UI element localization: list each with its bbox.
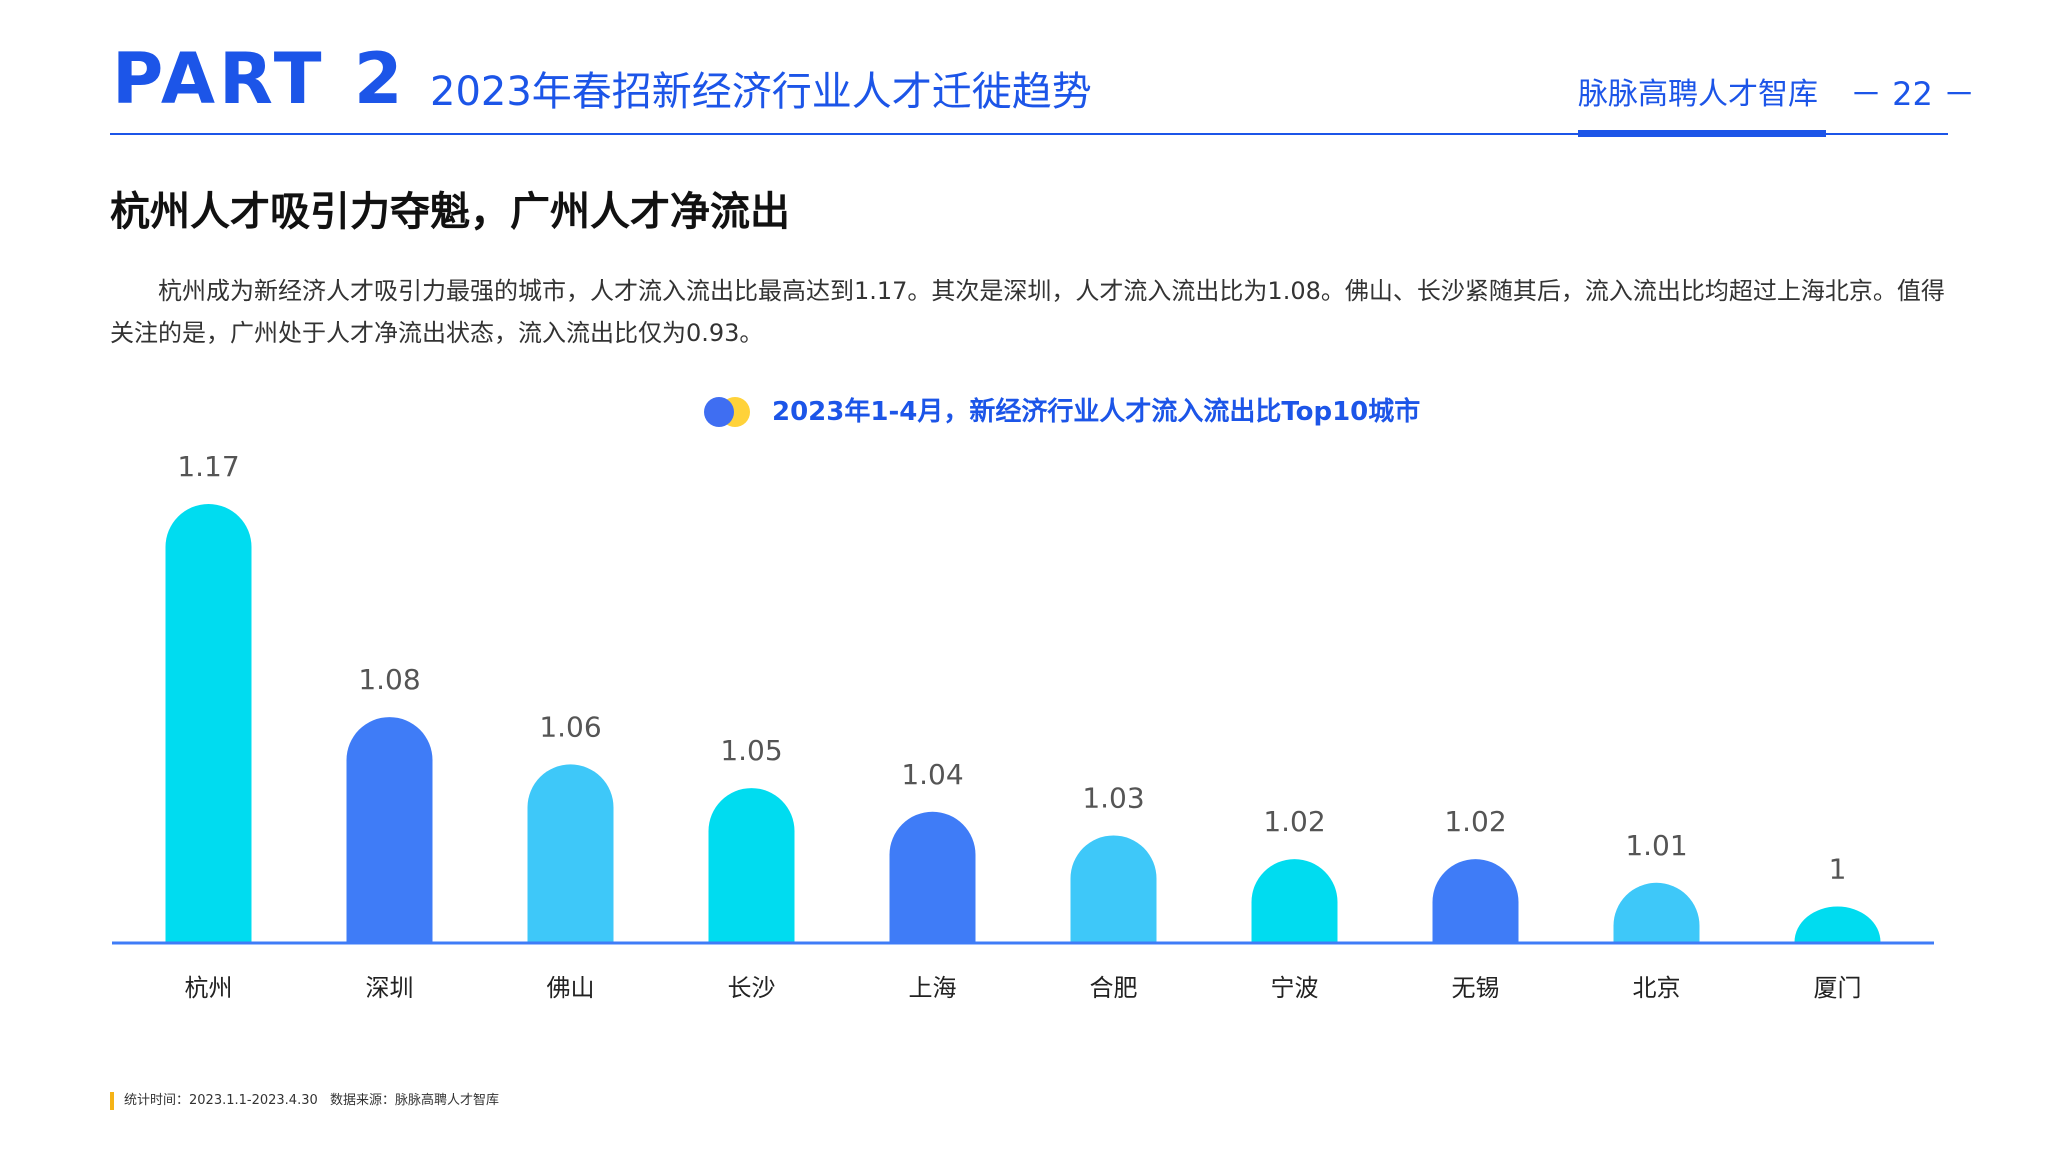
value-label: 1.17	[177, 450, 239, 483]
value-label: 1.04	[901, 758, 963, 791]
category-label: 合肥	[1090, 974, 1138, 1002]
part-label: PART 2	[112, 38, 407, 120]
bar-2	[346, 717, 433, 942]
legend-blue-dot	[704, 397, 734, 427]
value-label: 1.08	[358, 663, 420, 696]
chart-category-labels: 杭州 深圳 佛山 长沙 上海 合肥 宁波 无锡 北京 厦门	[185, 974, 1862, 1002]
bar-6	[1070, 835, 1157, 942]
category-label: 无锡	[1452, 974, 1500, 1002]
bar-10	[1794, 906, 1881, 942]
value-label: 1.06	[539, 710, 601, 743]
category-label: 宁波	[1271, 974, 1319, 1002]
chart-bars	[165, 504, 1881, 942]
value-label: 1.03	[1082, 781, 1144, 814]
category-label: 长沙	[728, 974, 776, 1002]
page-title: 2023年春招新经济行业人才迁徙趋势	[430, 69, 1092, 115]
header-divider	[110, 133, 1948, 135]
category-label: 佛山	[547, 974, 595, 1002]
bar-1	[165, 504, 252, 942]
category-label: 厦门	[1814, 974, 1862, 1002]
page-number: － 22 －	[1850, 75, 1976, 113]
header: PART 2 2023年春招新经济行业人才迁徙趋势 脉脉高聘人才智库 － 22 …	[0, 0, 2048, 140]
value-label: 1.01	[1625, 829, 1687, 862]
value-label: 1.02	[1263, 805, 1325, 838]
bar-4	[708, 788, 795, 942]
brand-name: 脉脉高聘人才智库	[1578, 77, 1818, 112]
footer-accent-bar	[110, 1092, 114, 1110]
section-paragraph: 杭州成为新经济人才吸引力最强的城市，人才流入流出比最高达到1.17。其次是深圳，…	[110, 277, 1945, 347]
bar-8	[1432, 859, 1519, 942]
value-label: 1	[1829, 852, 1847, 885]
category-label: 上海	[909, 974, 957, 1002]
bar-5	[889, 811, 976, 942]
section-title: 杭州人才吸引力夺魁，广州人才净流出	[110, 189, 790, 235]
footer-stat-time: 统计时间：2023.1.1-2023.4.30	[124, 1093, 318, 1108]
header-accent-bar	[1578, 130, 1826, 137]
chart-legend-icon	[704, 397, 754, 427]
bar-3	[527, 764, 614, 942]
footer-source: 数据来源：脉脉高聘人才智库	[330, 1093, 500, 1108]
bar-7	[1251, 859, 1338, 942]
category-label: 北京	[1633, 974, 1681, 1002]
bar-9	[1613, 882, 1700, 942]
value-label: 1.05	[720, 734, 782, 767]
chart-value-labels: 1.17 1.08 1.06 1.05 1.04 1.03 1.02 1.02 1.01 1	[177, 450, 1846, 885]
category-label: 深圳	[366, 974, 414, 1002]
value-label: 1.02	[1444, 805, 1506, 838]
chart-title: 2023年1-4月，新经济行业人才流入流出比Top10城市	[772, 397, 1421, 427]
category-label: 杭州	[185, 974, 233, 1002]
